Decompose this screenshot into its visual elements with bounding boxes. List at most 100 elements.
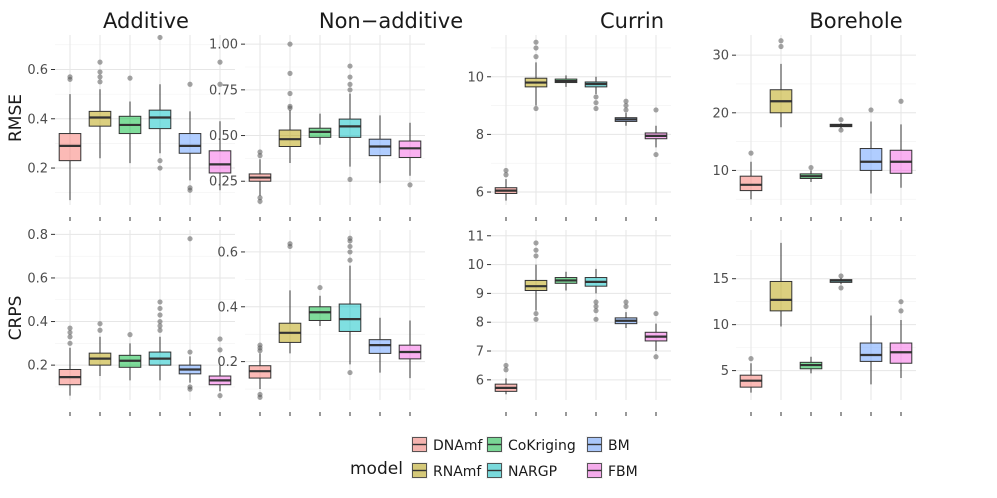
box-nargp [584, 76, 608, 221]
y-tick-label: 9 [476, 287, 484, 302]
legend-label: RNAmf [433, 464, 482, 480]
panel-background [55, 230, 235, 400]
outlier-point [257, 149, 263, 155]
outlier-point [503, 172, 509, 178]
box-fbm [889, 299, 913, 416]
outlier-point [217, 347, 223, 353]
outlier-point [593, 94, 599, 100]
column-titles: Additive Non−additive Currin Borehole [103, 9, 903, 33]
outlier-point [67, 74, 73, 80]
outlier-point [503, 362, 509, 369]
legend-label: NARGP [508, 464, 557, 480]
outlier-point [593, 299, 599, 305]
outlier-point [187, 185, 193, 191]
iqr-box [368, 339, 392, 354]
box-bm [368, 317, 392, 416]
y-tick-label: 0.25 [209, 175, 238, 190]
box-fbm [398, 320, 422, 416]
outlier-point [898, 299, 904, 305]
outlier-point [533, 316, 539, 322]
outlier-point [623, 299, 629, 305]
panel-background [245, 35, 425, 205]
outlier-point [217, 81, 223, 87]
panel-additive-crps: 0.2 0.4 0.6 0.8 [27, 228, 235, 416]
panels: 0.20.40.60.250.500.751.0068101020300.20.… [27, 34, 916, 416]
outlier-point [838, 273, 844, 279]
outlier-point [187, 81, 193, 87]
outlier-point [533, 310, 539, 317]
outlier-point [217, 393, 223, 399]
outlier-point [187, 384, 193, 390]
box-bm [614, 98, 638, 221]
legend-label: FBM [608, 464, 638, 480]
panel-background [55, 35, 235, 205]
outlier-point [257, 195, 263, 201]
outlier-point [97, 321, 103, 327]
column-title-non-additive: Non−additive [319, 9, 463, 33]
y-tick-label: 10 [712, 164, 729, 179]
outlier-point [533, 253, 539, 259]
box-bm [368, 115, 392, 221]
box-nargp [584, 268, 608, 416]
iqr-box [148, 109, 172, 130]
outlier-point [778, 43, 784, 50]
outlier-point [217, 336, 223, 342]
outlier-point [97, 69, 103, 75]
outlier-point [217, 59, 223, 65]
y-tick-label: 0.2 [27, 359, 48, 374]
outlier-point [157, 323, 163, 329]
panel-background [491, 35, 671, 205]
iqr-box [739, 175, 763, 192]
outlier-point [157, 327, 163, 333]
y-tick-label: 20 [712, 106, 729, 121]
outlier-point [898, 308, 904, 314]
outlier-point [533, 247, 539, 253]
iqr-box [859, 342, 883, 362]
panel-background [736, 35, 916, 205]
iqr-box [208, 150, 232, 174]
outlier-point [347, 176, 353, 183]
outlier-point [97, 327, 103, 333]
iqr-box [338, 118, 362, 138]
panel-non-additive-rmse: 0.25 0.50 0.75 1.00 [209, 35, 425, 221]
column-title-additive: Additive [103, 9, 189, 33]
panel-currin-crps: 6 7 8 9 10 11 [467, 229, 671, 416]
outlier-point [157, 299, 163, 305]
outlier-point [533, 240, 539, 246]
outlier-point [257, 391, 263, 398]
outlier-point [838, 117, 844, 123]
iqr-box [178, 133, 202, 154]
panel-background [491, 230, 671, 400]
box-fbm [644, 310, 668, 416]
outlier-point [623, 107, 629, 113]
box-dnamf [248, 342, 272, 416]
outlier-point [623, 98, 629, 104]
outlier-point [808, 164, 814, 171]
panel-borehole-crps: 5 10 15 [712, 230, 916, 416]
box-cokriging [554, 75, 578, 221]
box-cokriging [308, 284, 332, 416]
outlier-point [157, 34, 163, 41]
box-rnamf [524, 240, 548, 416]
outlier-point [593, 308, 599, 314]
outlier-point [127, 332, 133, 338]
box-nargp [148, 299, 172, 416]
legend-items: DNAmf RNAmf CoKriging NARGP BM FBM [411, 436, 638, 480]
box-dnamf [739, 356, 763, 416]
y-tick-label: 0.50 [209, 129, 238, 144]
y-tick-label: 0.6 [27, 63, 48, 78]
outlier-point [407, 182, 413, 188]
outlier-point [287, 70, 293, 76]
outlier-point [533, 45, 539, 51]
box-dnamf [58, 325, 82, 416]
y-tick-label: 15 [712, 272, 729, 287]
outlier-point [257, 153, 263, 159]
panel-currin-rmse: 6 8 10 [467, 35, 671, 221]
outlier-point [67, 334, 73, 340]
outlier-point [503, 367, 509, 373]
iqr-box [58, 133, 82, 162]
outlier-point [97, 59, 103, 65]
outlier-point [593, 105, 599, 112]
box-dnamf [494, 362, 518, 416]
outlier-point [317, 284, 323, 291]
